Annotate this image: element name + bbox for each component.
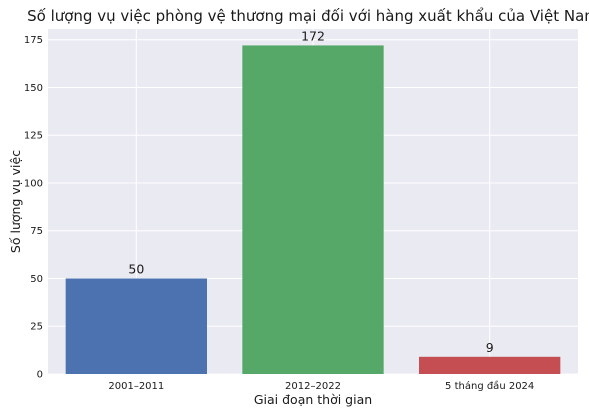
y-tick-label: 75: [30, 226, 43, 237]
y-axis-ticks: 0 25 50 75 100 125 150 175: [24, 35, 43, 380]
y-tick-label: 125: [24, 131, 43, 142]
bar-value-label: 50: [128, 261, 144, 276]
bar-value-label: 9: [486, 340, 494, 355]
chart-title: Số lượng vụ việc phòng vệ thương mại đối…: [27, 7, 589, 25]
bar-value-label: 172: [301, 28, 325, 43]
bar: [65, 278, 208, 374]
bars: [65, 45, 561, 375]
x-tick-label: 2001–2011: [108, 381, 164, 392]
y-tick-label: 25: [30, 322, 43, 333]
x-axis-label: Giai đoạn thời gian: [254, 392, 372, 407]
y-tick-label: 175: [24, 35, 43, 46]
y-tick-label: 100: [24, 178, 43, 189]
x-axis-ticks: 2001–2011 2012–2022 5 tháng đầu 2024: [108, 380, 534, 392]
y-axis-label: Số lượng vụ việc: [8, 150, 23, 253]
y-tick-label: 50: [30, 274, 43, 285]
bar: [242, 45, 384, 375]
y-tick-label: 150: [24, 83, 43, 94]
y-tick-label: 0: [37, 370, 43, 381]
data-labels: 50 172 9: [128, 28, 493, 354]
x-tick-label: 2012–2022: [285, 381, 341, 392]
bar: [419, 356, 561, 374]
x-tick-label: 5 tháng đầu 2024: [445, 380, 534, 392]
